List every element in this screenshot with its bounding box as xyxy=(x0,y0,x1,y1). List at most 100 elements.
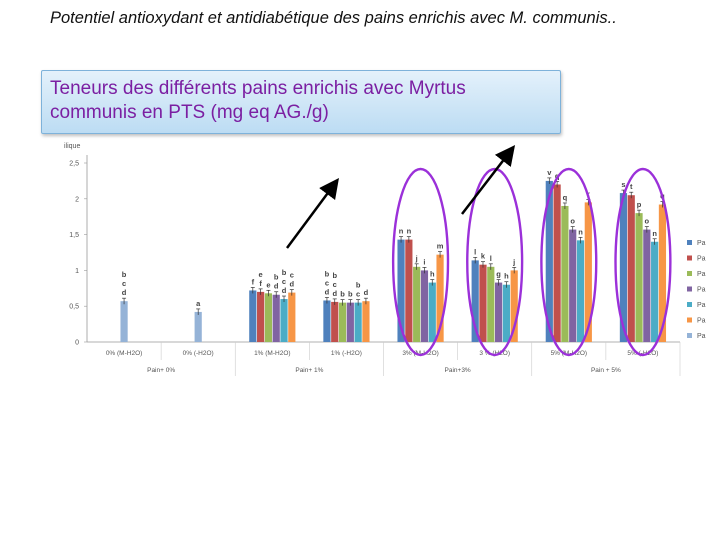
x-group-label: Pain+3% xyxy=(445,367,471,374)
significance-label: l xyxy=(474,247,476,256)
significance-label: d xyxy=(290,280,295,289)
significance-label: h xyxy=(504,272,509,281)
significance-label: n xyxy=(578,227,583,236)
bar xyxy=(346,302,354,342)
bar xyxy=(471,260,479,342)
bar xyxy=(288,292,296,342)
significance-label: n xyxy=(407,227,412,236)
x-category-label: 5% (M-H2O) xyxy=(551,350,587,357)
significance-label: n xyxy=(652,229,657,238)
significance-label: c xyxy=(282,277,286,286)
y-tick-label: 2,5 xyxy=(69,161,79,168)
legend-swatch xyxy=(687,317,692,323)
legend-swatch xyxy=(687,240,692,245)
slide-title: Potentiel antioxydant et antidiabétique … xyxy=(50,9,617,27)
significance-label: d xyxy=(274,282,279,291)
legend-swatch xyxy=(687,286,692,292)
legend-swatch xyxy=(687,302,692,307)
bar xyxy=(397,239,405,342)
significance-label: q xyxy=(563,193,568,202)
significance-label: v xyxy=(547,168,552,177)
x-category-label: 3% (M-H2O) xyxy=(402,350,438,357)
significance-label: d xyxy=(282,286,287,295)
bar xyxy=(643,229,651,342)
significance-label: c xyxy=(122,279,126,288)
bar xyxy=(627,195,635,342)
trend-arrow xyxy=(285,177,339,249)
bar xyxy=(257,291,265,342)
legend-swatch xyxy=(687,255,692,261)
significance-label: f xyxy=(259,279,262,288)
highlight-ellipse xyxy=(614,167,672,357)
bar xyxy=(494,282,503,342)
trend-arrow xyxy=(461,145,516,215)
bar xyxy=(413,266,421,342)
legend-label: Pa xyxy=(697,302,706,309)
significance-label: b xyxy=(325,269,330,278)
legend-swatch xyxy=(687,333,692,338)
significance-label: i xyxy=(423,257,425,266)
significance-label: d xyxy=(364,288,369,297)
significance-label: o xyxy=(570,217,575,226)
bar xyxy=(338,302,347,342)
bar xyxy=(362,301,370,342)
legend-label: Pa xyxy=(697,333,706,340)
bar xyxy=(545,180,553,342)
legend-label: Pa xyxy=(697,271,706,278)
significance-label: j xyxy=(512,257,515,266)
bar xyxy=(436,254,444,342)
bar xyxy=(249,290,257,342)
legend-swatch xyxy=(687,271,692,276)
bar xyxy=(584,202,592,342)
bar xyxy=(561,205,569,342)
y-tick-label: 0,5 xyxy=(69,304,79,311)
x-category-label: 1% (M-H2O) xyxy=(254,350,290,357)
significance-label: n xyxy=(399,227,404,236)
bar xyxy=(428,282,436,342)
bar xyxy=(510,270,518,342)
bar xyxy=(553,184,561,342)
significance-label: b xyxy=(274,273,279,282)
bar xyxy=(479,264,487,342)
significance-label: b xyxy=(348,290,353,299)
x-group-label: Pain+ 1% xyxy=(295,367,323,374)
significance-label: e xyxy=(266,280,270,289)
significance-label: b xyxy=(356,281,361,290)
significance-label: h xyxy=(430,270,435,279)
significance-label: f xyxy=(252,277,255,286)
bar xyxy=(487,266,495,342)
bar xyxy=(354,302,362,342)
significance-label: g xyxy=(496,270,501,279)
bar xyxy=(280,299,288,342)
bar xyxy=(420,270,429,342)
x-category-label: 0% (M-H2O) xyxy=(106,350,142,357)
significance-label: e xyxy=(259,270,263,279)
bar xyxy=(120,301,128,342)
significance-label: m xyxy=(437,242,444,251)
bar xyxy=(651,241,659,342)
y-tick-label: 1 xyxy=(75,268,79,275)
legend-label: Pa xyxy=(697,318,706,325)
y-tick-label: 0 xyxy=(75,340,79,347)
legend-label: Pa xyxy=(697,256,706,263)
bar xyxy=(264,293,273,342)
x-category-label: 5% (-H2O) xyxy=(627,350,658,357)
y-axis-label: ilique xyxy=(64,143,80,150)
significance-label: t xyxy=(630,182,633,191)
significance-label: c xyxy=(333,280,337,289)
significance-label: c xyxy=(290,271,294,280)
significance-label: d xyxy=(325,287,330,296)
x-category-label: 1% (-H2O) xyxy=(331,350,362,357)
significance-label: a xyxy=(196,299,201,308)
x-group-label: Pain+ 0% xyxy=(147,367,175,374)
significance-label: l xyxy=(490,254,492,263)
bar xyxy=(272,294,280,342)
bar xyxy=(576,240,585,342)
bar xyxy=(194,311,202,342)
legend-label: Pa xyxy=(697,287,706,294)
callout-text: Teneurs des différents pains enrichis av… xyxy=(50,78,466,123)
x-category-label: 0% (-H2O) xyxy=(183,350,214,357)
bar xyxy=(405,239,413,342)
significance-label: c xyxy=(356,290,360,299)
